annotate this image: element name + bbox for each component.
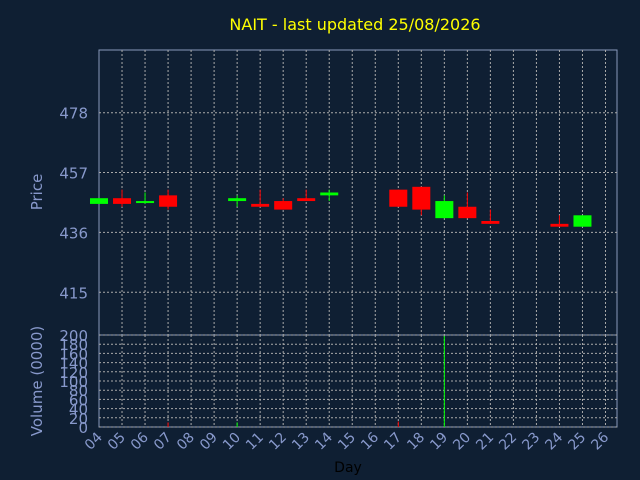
volume-tick-label: 120	[59, 364, 88, 382]
volume-gridlines	[99, 334, 617, 428]
day-tick-label: 22	[496, 430, 520, 454]
volume-tick-label: 0	[78, 419, 88, 437]
day-tick-label: 20	[450, 430, 474, 454]
day-tick-label: 25	[565, 430, 589, 454]
day-axis-label: Day	[334, 460, 362, 476]
volume-tick-label: 100	[59, 373, 88, 391]
volume-tick-label: 60	[69, 391, 88, 409]
price-tick-label: 436	[59, 224, 88, 242]
price-tick-label: 478	[59, 105, 88, 123]
candle-body	[550, 223, 569, 227]
candle-body	[159, 195, 178, 207]
day-tick-label: 05	[105, 430, 129, 454]
candle-body	[389, 189, 408, 207]
volume-tick-label: 80	[69, 382, 88, 400]
price-tick-label: 457	[59, 165, 88, 183]
day-tick-label: 11	[243, 430, 267, 454]
day-tick-label: 23	[519, 430, 543, 454]
candle-body	[90, 198, 108, 204]
price-axis-ticks: 415 436 457 478	[59, 105, 88, 303]
volume-tick-label: 140	[59, 355, 88, 373]
volume-tick-label: 180	[59, 336, 88, 354]
candle-body	[274, 201, 293, 210]
volume-tick-label: 40	[69, 401, 88, 419]
day-tick-label: 16	[358, 429, 382, 453]
chart-title: NAIT - last updated 25/08/2026	[229, 15, 480, 34]
candle-body	[251, 203, 270, 207]
day-tick-label: 17	[381, 430, 405, 454]
day-tick-label: 06	[128, 429, 152, 453]
day-tick-label: 13	[289, 430, 313, 454]
candle-body	[297, 198, 316, 202]
volume-axis-label: Volume (0000)	[28, 326, 46, 436]
candle-body	[481, 221, 500, 224]
candle-body	[458, 206, 477, 219]
price-tick-label: 415	[59, 284, 88, 302]
candle-body	[320, 192, 339, 196]
day-tick-label: 19	[427, 430, 451, 454]
day-tick-label: 10	[220, 430, 244, 454]
candlestick-series	[90, 186, 592, 227]
volume-tick-label: 20	[69, 410, 88, 428]
day-tick-label: 07	[151, 430, 175, 454]
day-tick-label: 21	[473, 430, 497, 454]
candle-body	[412, 186, 431, 210]
day-tick-label: 26	[588, 429, 612, 453]
day-tick-label: 18	[404, 430, 428, 454]
day-axis-ticks: 04 05 06 07 08 09 10 11 12 13 14 15 16 17 18 19 20 21 22 23…	[82, 429, 612, 453]
price-axis-label: Price	[28, 174, 46, 211]
day-tick-label: 15	[335, 430, 359, 454]
volume-tick-label: 160	[59, 345, 88, 363]
volume-tick-label: 200	[59, 327, 88, 345]
day-tick-label: 08	[174, 430, 198, 454]
volume-bar-series	[167, 335, 445, 427]
candle-body	[228, 198, 247, 202]
price-gridlines	[99, 50, 617, 335]
candle-body	[573, 215, 592, 227]
day-tick-label: 24	[542, 429, 566, 453]
candle-body	[113, 198, 132, 204]
day-tick-label: 12	[266, 430, 290, 454]
day-tick-label: 09	[197, 430, 221, 454]
candle-body	[136, 201, 155, 204]
day-tick-label: 14	[312, 429, 336, 453]
candle-body	[435, 201, 454, 219]
price-panel: 415 436 457 478 Price	[28, 49, 618, 336]
